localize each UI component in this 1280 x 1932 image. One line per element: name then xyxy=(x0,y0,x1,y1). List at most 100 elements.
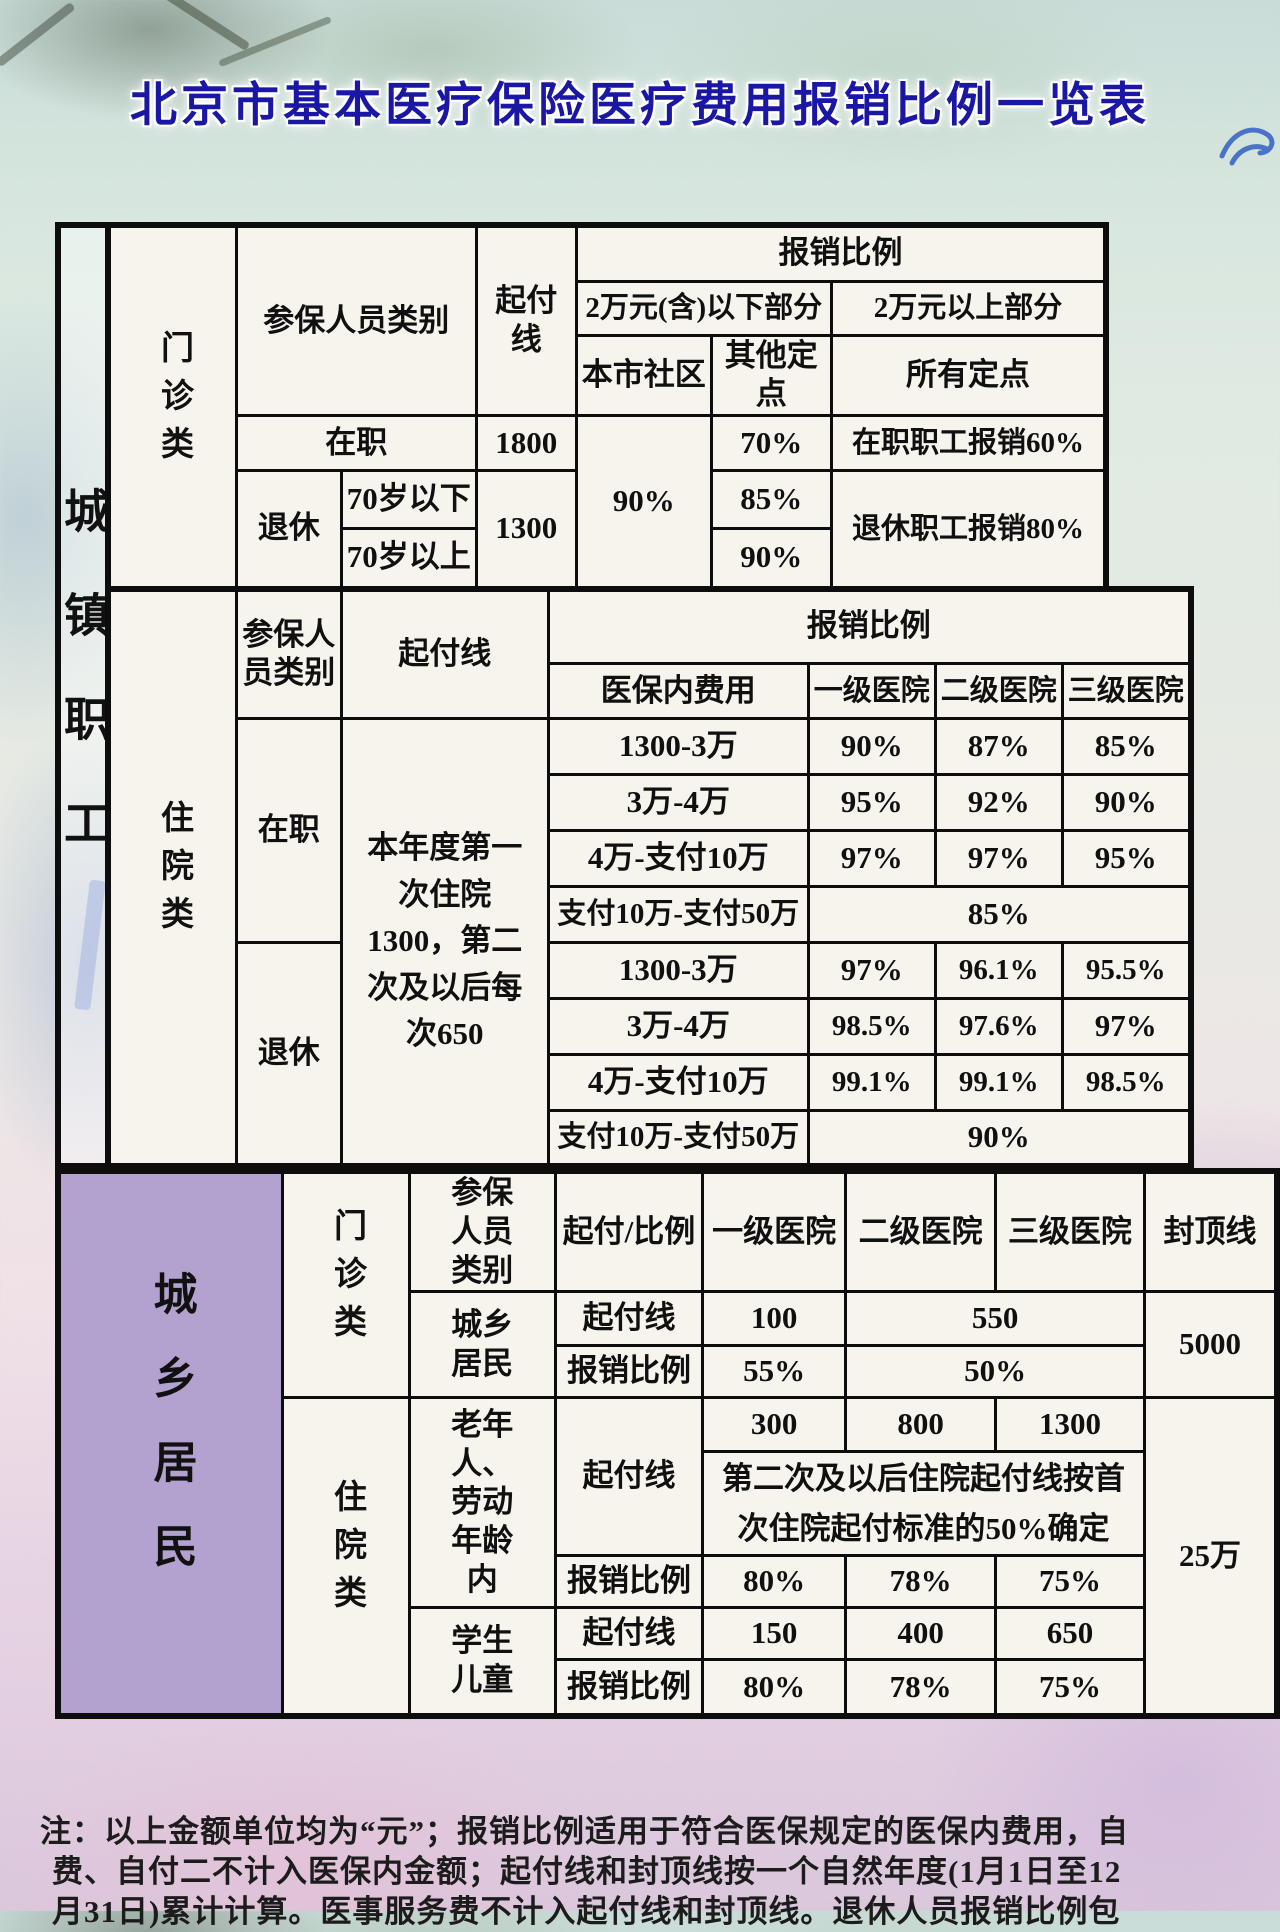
header-category: 参保人员类别 xyxy=(407,1169,557,1294)
row-active-label: 在职 xyxy=(234,717,343,944)
tier3-ratio: 75% xyxy=(993,1554,1146,1610)
fee-range: 3万-4万 xyxy=(546,773,810,832)
row-retired-label: 退休 xyxy=(234,469,343,590)
inpatient-section-label: 住院类 xyxy=(328,1479,365,1624)
deductible-note: 本年度第一次住院1300，第二次及以后每次650 xyxy=(339,717,550,1167)
row-retired-label: 退休 xyxy=(234,941,343,1167)
tier1-ratio: 55% xyxy=(701,1344,848,1400)
tier2-deductible: 400 xyxy=(844,1606,997,1662)
ratio-label: 报销比例 xyxy=(553,1554,705,1610)
tier3-ratio: 98.5% xyxy=(1060,1053,1193,1112)
all-tiers-ratio: 90% xyxy=(806,1109,1193,1167)
tier3-ratio: 95.5% xyxy=(1060,941,1193,1000)
footnote-line: 注：以上金额单位均为“元”；报销比例适用于符合医保规定的医保内费用，自 xyxy=(40,1814,1129,1849)
header-tier3-hospital: 三级医院 xyxy=(1060,662,1193,720)
tier2-ratio: 78% xyxy=(844,1658,997,1718)
header-ratio: 报销比例 xyxy=(574,223,1108,283)
tier23-ratio: 50% xyxy=(844,1344,1146,1400)
inpatient-section-label: 住院类 xyxy=(155,800,192,945)
retired-over-20k-ratio: 退休职工报销80% xyxy=(829,469,1108,590)
header-tier2-hospital: 二级医院 xyxy=(844,1169,997,1294)
header-deductible: 起付线 xyxy=(474,223,578,417)
tier3-ratio: 95% xyxy=(1060,829,1193,888)
tier1-ratio: 97% xyxy=(806,829,937,888)
ratio-label: 报销比例 xyxy=(553,1658,705,1718)
inpatient-section-cell: 住院类 xyxy=(281,1396,411,1718)
header-category: 参保人员类别 xyxy=(234,223,478,417)
resident-group-label: 城乡居民 xyxy=(146,1270,196,1607)
deductible-label: 起付线 xyxy=(553,1606,705,1662)
header-ratio: 报销比例 xyxy=(546,587,1193,665)
tier1-deductible: 300 xyxy=(701,1396,848,1454)
outpatient-cap: 5000 xyxy=(1142,1290,1279,1400)
header-community: 本市社区 xyxy=(574,333,713,417)
retired-under70-label: 70岁以下 xyxy=(339,469,478,530)
fee-range: 支付10万-支付50万 xyxy=(546,885,810,944)
group-urban-rural-residents: 城乡居民 xyxy=(407,1290,557,1400)
tier2-ratio: 96.1% xyxy=(933,941,1064,1000)
tier2-ratio: 87% xyxy=(933,717,1064,776)
tier1-deductible: 100 xyxy=(701,1290,848,1348)
tier3-ratio: 90% xyxy=(1060,773,1193,832)
tier1-ratio: 98.5% xyxy=(806,997,937,1056)
under70-other-ratio: 85% xyxy=(709,469,833,530)
header-under-20k: 2万元(含)以下部分 xyxy=(574,279,833,337)
tier2-ratio: 99.1% xyxy=(933,1053,1064,1112)
tier1-ratio: 90% xyxy=(806,717,937,776)
paperclip-icon xyxy=(1218,122,1276,175)
tier3-ratio: 85% xyxy=(1060,717,1193,776)
second-visit-deductible-note: 第二次及以后住院起付线按首次住院起付标准的50%确定 xyxy=(701,1450,1146,1558)
fee-range: 4万-支付10万 xyxy=(546,1053,810,1112)
employee-group-strip: 城镇职工 xyxy=(55,222,109,1169)
header-covered-fee: 医保内费用 xyxy=(546,662,810,720)
deductible-label: 起付线 xyxy=(553,1290,705,1348)
header-cap-line: 封顶线 xyxy=(1142,1169,1279,1294)
employee-outpatient-table: 门诊类 参保人员类别 起付线 报销比例 2万元(含)以下部分 2万元以上部分 本… xyxy=(105,222,1110,592)
header-all-designated: 所有定点 xyxy=(829,333,1108,417)
employee-inpatient-table: 住院类 参保人员类别 起付线 报销比例 医保内费用 一级医院 二级医院 三级医院… xyxy=(105,585,1194,1169)
tier2-ratio: 92% xyxy=(933,773,1064,832)
tier1-ratio: 80% xyxy=(701,1658,848,1718)
header-tier1-hospital: 一级医院 xyxy=(806,662,937,720)
tier1-ratio: 99.1% xyxy=(806,1053,937,1112)
outpatient-section-cell: 门诊类 xyxy=(106,223,238,590)
fee-range: 3万-4万 xyxy=(546,997,810,1056)
branch-decoration xyxy=(0,1,76,68)
fee-range: 1300-3万 xyxy=(546,941,810,1000)
tier3-ratio: 75% xyxy=(993,1658,1146,1718)
outpatient-section-label: 门诊类 xyxy=(155,329,192,474)
fee-range: 支付10万-支付50万 xyxy=(546,1109,810,1167)
footnote-line: 费、自付二不计入医保内金额；起付线和封顶线按一个自然年度(1月1日至12 xyxy=(52,1854,1122,1889)
branch-decoration xyxy=(119,0,251,52)
outpatient-section-cell: 门诊类 xyxy=(281,1169,411,1400)
active-deductible: 1800 xyxy=(474,414,578,472)
community-ratio: 90% xyxy=(574,414,713,590)
retired-deductible: 1300 xyxy=(474,469,578,590)
resident-table: 城乡居民 门诊类 参保人员类别 起付/比例 一级医院 二级医院 三级医院 封顶线… xyxy=(55,1168,1280,1719)
header-over-20k: 2万元以上部分 xyxy=(829,279,1108,337)
inpatient-cap: 25万 xyxy=(1142,1396,1279,1718)
over70-other-ratio: 90% xyxy=(709,527,833,590)
header-tier3-hospital: 三级医院 xyxy=(993,1169,1146,1294)
employee-group-label: 城镇职工 xyxy=(58,487,109,904)
inpatient-section-cell: 住院类 xyxy=(106,587,238,1167)
header-tier1-hospital: 一级医院 xyxy=(701,1169,848,1294)
deductible-label: 起付线 xyxy=(553,1396,705,1558)
footnote-line: 月31日)累计计算。医事服务费不计入起付线和封顶线。退休人员报销比例包 xyxy=(52,1894,1121,1929)
employee-table: 城镇职工 门诊类 参保人员类别 起付线 报销比例 2万元(含)以下部分 2万元以… xyxy=(55,222,1194,1169)
footnote: 注：以上金额单位均为“元”；报销比例适用于符合医保规定的医保内费用，自 费、自付… xyxy=(40,1812,1255,1932)
header-tier2-hospital: 二级医院 xyxy=(933,662,1064,720)
resident-group-strip: 城乡居民 xyxy=(56,1169,284,1718)
tier1-ratio: 95% xyxy=(806,773,937,832)
tier3-ratio: 97% xyxy=(1060,997,1193,1056)
active-over-20k-ratio: 在职职工报销60% xyxy=(829,414,1108,472)
tier1-ratio: 80% xyxy=(701,1554,848,1610)
group-students-children: 学生儿童 xyxy=(407,1606,557,1718)
group-elderly-working-age: 老年人、劳动年龄内 xyxy=(407,1396,557,1610)
ratio-label: 报销比例 xyxy=(553,1344,705,1400)
page-title: 北京市基本医疗保险医疗费用报销比例一览表 xyxy=(130,80,1150,132)
tier3-deductible: 1300 xyxy=(993,1396,1146,1454)
tier2-ratio: 97% xyxy=(933,829,1064,888)
all-tiers-ratio: 85% xyxy=(806,885,1193,944)
